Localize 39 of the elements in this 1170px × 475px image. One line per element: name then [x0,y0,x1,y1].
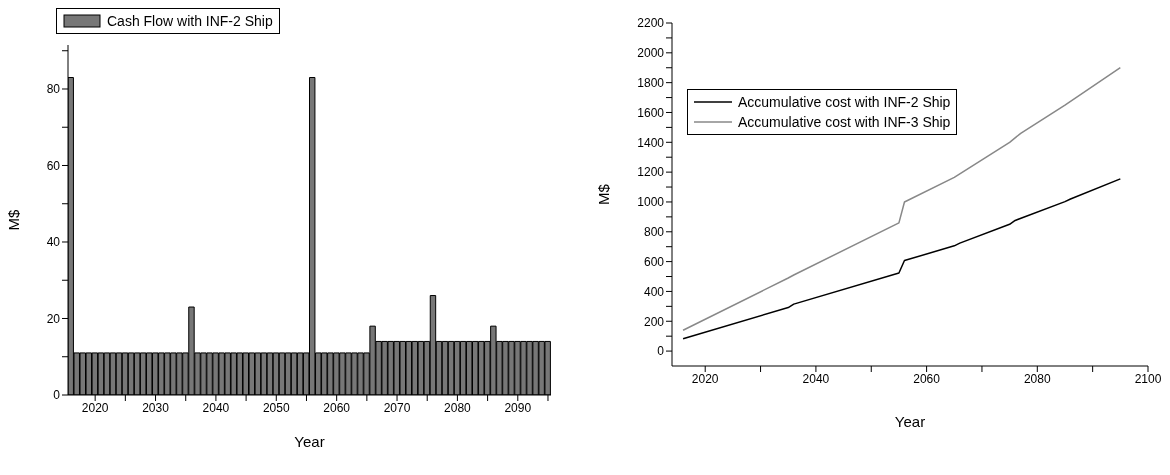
line-series [682,178,1122,340]
y-tick-label: 800 [643,225,665,240]
y-tick-label: 1600 [637,105,665,120]
x-tick-label: 2060 [323,400,351,415]
x-axis-title: Year [294,433,325,450]
y-tick-label: 0 [657,344,665,359]
x-tick-label: 2100 [1134,371,1162,386]
legend-label: Accumulative cost with INF-2 Ship [738,93,951,113]
line-series [682,66,1122,331]
x-tick-label: 2040 [802,371,830,386]
x-tick-label: 2060 [913,371,941,386]
y-tick-label: 60 [46,158,61,173]
y-tick-label: 1400 [637,135,665,150]
y-tick-label: 400 [643,284,665,299]
y-tick-label: 1000 [637,195,665,210]
y-axis-title: M$ [5,208,23,231]
y-tick-label: 0 [53,388,61,403]
x-tick-label: 2030 [142,400,170,415]
x-axis-title: Year [894,413,926,430]
x-tick-label: 2020 [81,400,109,415]
y-tick-label: 600 [643,254,665,269]
y-tick-label: 200 [643,314,665,329]
y-tick-label: 2200 [637,16,665,31]
legend-label: Cash Flow with INF-2 Ship [107,12,273,31]
y-tick-label: 1800 [637,75,665,90]
y-tick-label: 40 [46,235,61,250]
legend-label: Accumulative cost with INF-3 Ship [738,113,951,133]
x-tick-label: 2040 [202,400,230,415]
y-tick-label: 20 [46,311,61,326]
x-tick-label: 2080 [1023,371,1051,386]
x-tick-label: 2080 [444,400,472,415]
x-tick-label: 2020 [691,371,719,386]
y-axis-title: M$ [595,183,613,205]
x-tick-label: 2050 [262,400,290,415]
x-tick-label: 2070 [383,400,411,415]
y-tick-label: 2000 [637,46,665,61]
x-tick-label: 2090 [504,400,532,415]
y-tick-label: 80 [46,82,61,97]
y-tick-label: 1200 [637,165,665,180]
